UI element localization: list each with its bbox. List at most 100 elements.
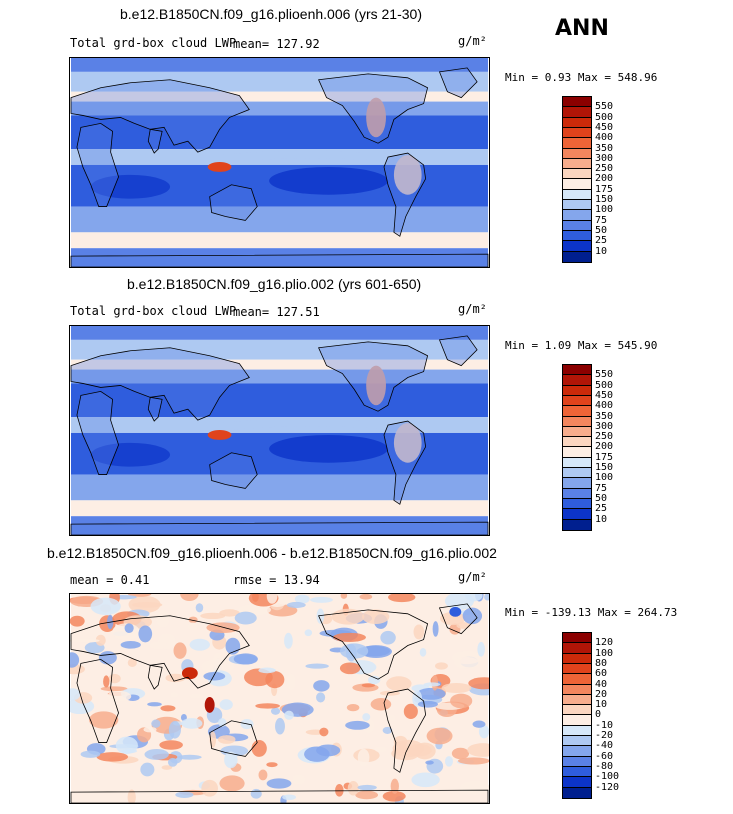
colorbar-2-swatch bbox=[562, 374, 592, 387]
panel-2-minmax: Min = 1.09 Max = 545.90 bbox=[505, 339, 658, 352]
colorbar-2-label: 450 bbox=[595, 389, 614, 401]
colorbar-3-swatch bbox=[562, 662, 592, 676]
colorbar-3-label: -40 bbox=[595, 740, 614, 752]
colorbar-2-label: 10 bbox=[595, 513, 608, 525]
panel-1-mean-value: 127.92 bbox=[276, 37, 320, 51]
panel-3-rmse-key: rmse = bbox=[233, 573, 277, 587]
colorbar-1-swatch bbox=[562, 126, 592, 140]
colorbar-1-swatch bbox=[562, 157, 592, 171]
colorbar-3-swatch bbox=[562, 765, 592, 779]
panel-1-mean-label: mean= 127.92 bbox=[233, 37, 320, 51]
panel-3-minmax: Min = -139.13 Max = 264.73 bbox=[505, 606, 678, 619]
colorbar-1-swatch bbox=[562, 209, 592, 222]
colorbar-1-label: 450 bbox=[595, 121, 614, 133]
colorbar-3-swatch bbox=[562, 652, 592, 665]
colorbar-2-label: 100 bbox=[595, 472, 614, 484]
colorbar-2-swatch bbox=[562, 436, 592, 449]
colorbar-2-swatch bbox=[562, 415, 592, 428]
panel-2-map bbox=[69, 325, 490, 536]
colorbar-3-swatch bbox=[562, 673, 592, 686]
colorbar-3-swatch bbox=[562, 755, 592, 768]
colorbar-2-swatch bbox=[562, 456, 592, 470]
colorbar-1-swatch bbox=[562, 198, 592, 212]
colorbar-2-swatch bbox=[562, 466, 592, 480]
colorbar-3-label: 40 bbox=[595, 678, 608, 690]
colorbar-1-label: 550 bbox=[595, 101, 614, 113]
colorbar-3-swatch bbox=[562, 631, 592, 645]
panel-2-mean-key: mean= bbox=[233, 305, 270, 319]
colorbar-1-swatch bbox=[562, 229, 592, 243]
colorbar-1-label: 250 bbox=[595, 163, 614, 175]
colorbar-1-label: 300 bbox=[595, 152, 614, 164]
colorbar-2-label: 150 bbox=[595, 462, 614, 473]
colorbar-3-swatch bbox=[562, 642, 592, 655]
panel-3-title: b.e12.B1850CN.f09_g16.plioenh.006 - b.e1… bbox=[47, 545, 497, 561]
colorbar-2-swatch bbox=[562, 384, 592, 397]
colorbar-2-swatch bbox=[562, 477, 592, 490]
panel-3-rmse-label: rmse = 13.94 bbox=[233, 573, 320, 587]
panel-3-rmse-value: 13.94 bbox=[283, 573, 320, 587]
colorbar-3-label: -10 bbox=[595, 719, 614, 731]
colorbar-2-label: 75 bbox=[595, 482, 608, 494]
colorbar-3-swatch bbox=[562, 693, 592, 707]
colorbar-2-label: 50 bbox=[595, 492, 608, 504]
panel-1-map bbox=[69, 57, 490, 268]
colorbar-3-swatch bbox=[562, 704, 592, 717]
colorbar-1-swatch bbox=[562, 95, 592, 109]
colorbar-1-label: 25 bbox=[595, 235, 608, 247]
colorbar-2-label: 25 bbox=[595, 503, 608, 515]
panel-1-units: g/m² bbox=[458, 34, 487, 48]
colorbar-1-label: 175 bbox=[595, 183, 614, 195]
panel-1-minmax: Min = 0.93 Max = 548.96 bbox=[505, 71, 658, 84]
colorbar-1-label: 100 bbox=[595, 204, 614, 216]
panel-3-mean-label: mean = 0.41 bbox=[70, 573, 150, 587]
panel-1-variable-label: Total grd-box cloud LWP bbox=[70, 36, 237, 50]
colorbar-3-label: -60 bbox=[595, 750, 614, 762]
colorbar-2-swatch bbox=[562, 487, 592, 500]
colorbar-2-label: 175 bbox=[595, 451, 614, 463]
colorbar-2-label: 300 bbox=[595, 420, 614, 432]
colorbar-3-label: -100 bbox=[595, 771, 620, 783]
colorbar-2-label: 550 bbox=[595, 369, 614, 381]
colorbar-3-swatch bbox=[562, 745, 592, 758]
colorbar-3-swatch bbox=[562, 714, 592, 727]
colorbar-1-swatch bbox=[562, 250, 592, 263]
colorbar-3-label: 80 bbox=[595, 657, 608, 669]
colorbar-2-label: 400 bbox=[595, 400, 614, 412]
panel-2-mean-label: mean= 127.51 bbox=[233, 305, 320, 319]
colorbar-1-swatch bbox=[562, 219, 592, 232]
colorbar-1-label: 150 bbox=[595, 194, 614, 205]
colorbar-3-swatch bbox=[562, 786, 592, 799]
colorbar-3-label: -20 bbox=[595, 730, 614, 741]
colorbar-3-swatch bbox=[562, 734, 592, 748]
colorbar-1-swatch bbox=[562, 147, 592, 160]
panel-1-title: b.e12.B1850CN.f09_g16.plioenh.006 (yrs 2… bbox=[120, 6, 422, 22]
colorbar-1-swatch bbox=[562, 178, 592, 191]
panel-2-variable-label: Total grd-box cloud LWP bbox=[70, 304, 237, 318]
colorbar-1-label: 400 bbox=[595, 132, 614, 144]
colorbar-2-swatch bbox=[562, 508, 592, 521]
colorbar-1-label: 200 bbox=[595, 173, 614, 185]
season-label: ANN bbox=[555, 16, 609, 41]
colorbar-1-swatch bbox=[562, 106, 592, 119]
colorbar-1-swatch bbox=[562, 188, 592, 202]
colorbar-1-label: 10 bbox=[595, 245, 608, 257]
colorbar-2-label: 250 bbox=[595, 431, 614, 443]
colorbar-2-label: 200 bbox=[595, 441, 614, 453]
colorbar-2-label: 350 bbox=[595, 410, 614, 422]
panel-2-mean-value: 127.51 bbox=[276, 305, 320, 319]
colorbar-1-swatch bbox=[562, 168, 592, 181]
colorbar-3-label: 100 bbox=[595, 647, 614, 659]
colorbar-2-swatch bbox=[562, 425, 592, 439]
colorbar-3-swatch bbox=[562, 683, 592, 696]
colorbar-3-label: 20 bbox=[595, 688, 608, 700]
colorbar-3-swatch bbox=[562, 776, 592, 789]
colorbar-3-label: -120 bbox=[595, 781, 620, 793]
colorbar-3-label: 60 bbox=[595, 668, 608, 680]
colorbar-1-label: 50 bbox=[595, 224, 608, 236]
colorbar-3-label: 0 bbox=[595, 709, 602, 721]
colorbar-2-swatch bbox=[562, 363, 592, 377]
colorbar-3-label: -80 bbox=[595, 760, 614, 772]
panel-1-mean-key: mean= bbox=[233, 37, 270, 51]
colorbar-2-swatch bbox=[562, 394, 592, 408]
